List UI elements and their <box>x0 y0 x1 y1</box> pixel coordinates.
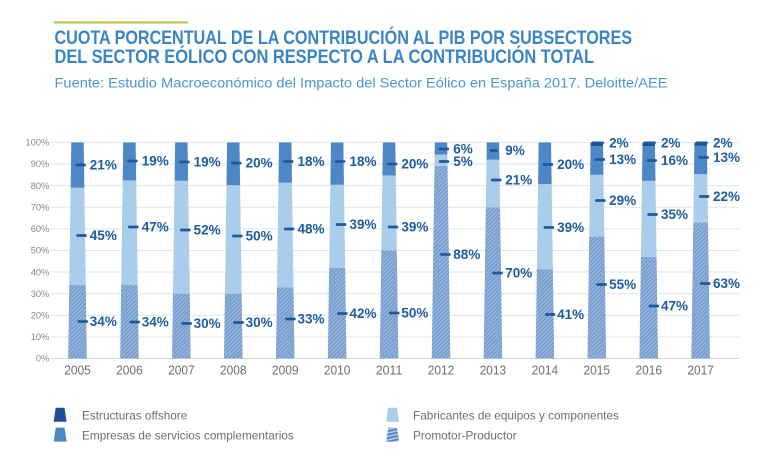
svg-text:2009: 2009 <box>272 363 299 378</box>
svg-text:45%: 45% <box>90 228 117 243</box>
svg-text:2017: 2017 <box>687 363 714 378</box>
svg-text:18%: 18% <box>349 154 376 169</box>
svg-text:2013: 2013 <box>480 363 507 378</box>
svg-text:19%: 19% <box>142 154 169 169</box>
svg-text:2008: 2008 <box>220 363 247 378</box>
svg-text:33%: 33% <box>298 312 325 327</box>
svg-text:5%: 5% <box>453 154 473 169</box>
svg-text:13%: 13% <box>713 150 740 165</box>
svg-text:39%: 39% <box>349 217 376 232</box>
svg-text:21%: 21% <box>90 158 117 173</box>
svg-text:CUOTA PORCENTUAL DE LA CONTRIB: CUOTA PORCENTUAL DE LA CONTRIBUCIÓN AL P… <box>55 27 633 49</box>
svg-text:Promotor-Productor: Promotor-Productor <box>413 428 517 442</box>
svg-text:Empresas de servicios compleme: Empresas de servicios complementarios <box>82 428 294 442</box>
svg-text:80%: 80% <box>31 181 50 191</box>
svg-text:47%: 47% <box>661 299 688 314</box>
svg-text:88%: 88% <box>453 247 480 262</box>
svg-text:Estructuras offshore: Estructuras offshore <box>82 409 188 423</box>
svg-text:20%: 20% <box>401 157 428 172</box>
svg-text:2%: 2% <box>713 136 733 151</box>
svg-text:63%: 63% <box>713 276 740 291</box>
svg-text:50%: 50% <box>401 306 428 321</box>
svg-text:9%: 9% <box>505 143 525 158</box>
svg-text:50%: 50% <box>246 229 273 244</box>
svg-text:39%: 39% <box>401 220 428 235</box>
svg-text:100%: 100% <box>26 138 50 148</box>
svg-text:20%: 20% <box>246 156 273 171</box>
svg-text:30%: 30% <box>246 315 273 330</box>
svg-text:2006: 2006 <box>116 363 143 378</box>
svg-text:2011: 2011 <box>376 363 403 378</box>
svg-text:21%: 21% <box>505 173 532 188</box>
svg-text:18%: 18% <box>298 154 325 169</box>
svg-text:40%: 40% <box>31 267 50 277</box>
svg-text:2007: 2007 <box>168 363 195 378</box>
svg-text:34%: 34% <box>90 314 117 329</box>
svg-text:55%: 55% <box>609 277 636 292</box>
svg-text:DEL SECTOR EÓLICO CON RESPECTO: DEL SECTOR EÓLICO CON RESPECTO A LA CONT… <box>55 46 595 68</box>
svg-text:19%: 19% <box>194 155 221 170</box>
svg-text:22%: 22% <box>713 189 740 204</box>
svg-text:16%: 16% <box>661 153 688 168</box>
svg-text:47%: 47% <box>142 220 169 235</box>
svg-text:52%: 52% <box>194 223 221 238</box>
svg-text:35%: 35% <box>661 207 688 222</box>
svg-text:70%: 70% <box>31 202 50 212</box>
svg-text:0%: 0% <box>36 354 49 364</box>
svg-text:50%: 50% <box>31 246 50 256</box>
svg-text:2%: 2% <box>661 136 681 151</box>
svg-text:2015: 2015 <box>584 363 611 378</box>
svg-text:2010: 2010 <box>324 363 351 378</box>
svg-text:10%: 10% <box>31 332 50 342</box>
svg-text:20%: 20% <box>557 157 584 172</box>
svg-text:34%: 34% <box>142 315 169 330</box>
svg-text:48%: 48% <box>298 222 325 237</box>
svg-text:60%: 60% <box>31 224 50 234</box>
svg-text:6%: 6% <box>453 142 473 157</box>
svg-text:70%: 70% <box>505 266 532 281</box>
svg-text:41%: 41% <box>557 307 584 322</box>
svg-text:42%: 42% <box>349 306 376 321</box>
svg-text:2012: 2012 <box>428 363 455 378</box>
svg-text:30%: 30% <box>31 289 50 299</box>
svg-text:2014: 2014 <box>532 363 559 378</box>
svg-text:2%: 2% <box>609 136 629 151</box>
svg-text:Fuente: Estudio Macroeconómico: Fuente: Estudio Macroeconómico del Impac… <box>55 74 668 90</box>
svg-text:13%: 13% <box>609 152 636 167</box>
svg-text:2005: 2005 <box>64 363 91 378</box>
svg-text:20%: 20% <box>31 310 50 320</box>
svg-text:90%: 90% <box>31 159 50 169</box>
svg-text:30%: 30% <box>194 316 221 331</box>
svg-text:39%: 39% <box>557 220 584 235</box>
svg-text:29%: 29% <box>609 193 636 208</box>
svg-text:Fabricantes de equipos y compo: Fabricantes de equipos y componentes <box>413 409 619 423</box>
svg-text:2016: 2016 <box>635 363 662 378</box>
